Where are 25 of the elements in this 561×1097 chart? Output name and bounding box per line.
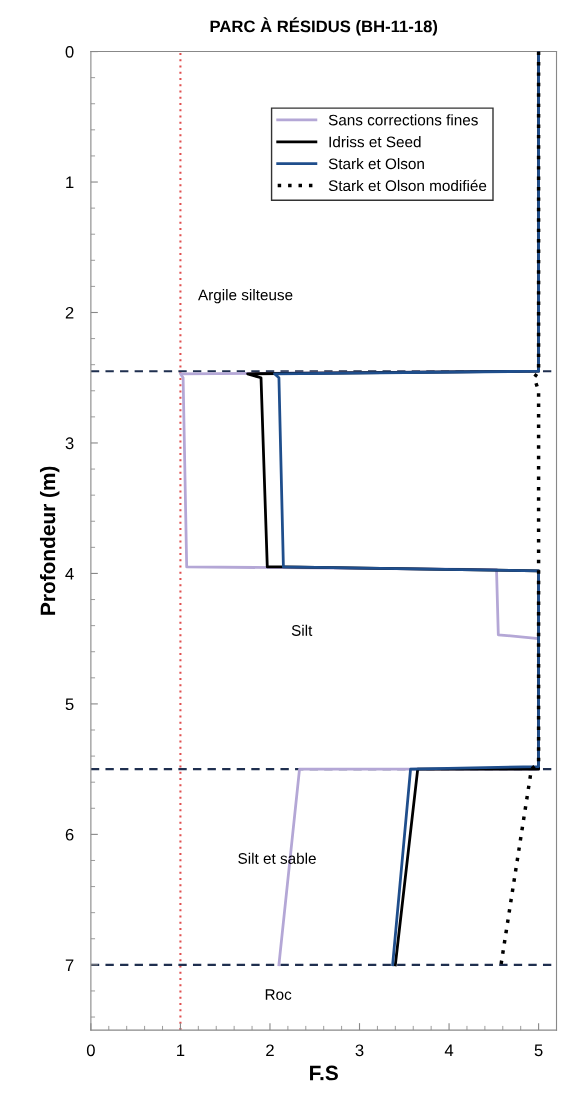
- x-tick-label: 0: [86, 1044, 95, 1057]
- y-tick-label: 1: [66, 176, 74, 189]
- y-tick-label: 3: [65, 437, 74, 450]
- y-tick-label: 7: [65, 959, 74, 971]
- x-tick-label: 5: [534, 1044, 543, 1057]
- x-tick-label: 2: [266, 1044, 274, 1057]
- legend-label: Sans corrections fines: [328, 114, 478, 126]
- x-axis-title: F.S: [310, 1065, 338, 1081]
- y-tick-label: 5: [65, 698, 74, 711]
- x-tick-label: 3: [355, 1044, 364, 1057]
- legend-label: Stark et Olson modifiée: [328, 179, 487, 192]
- x-tick-label: 1: [177, 1044, 185, 1057]
- x-tick-label: 4: [444, 1044, 454, 1057]
- y-axis-title: Profondeur (m): [39, 466, 60, 615]
- annotation: Roc: [265, 989, 292, 1000]
- legend-label: Idriss et Seed: [329, 136, 421, 148]
- legend-label: Stark et Olson: [328, 158, 424, 170]
- y-tick-label: 0: [65, 45, 74, 58]
- y-tick-label: 4: [65, 568, 74, 580]
- chart-title: PARC À RÉSIDUS (BH-11-18): [210, 17, 438, 36]
- y-tick-label: 2: [65, 306, 74, 319]
- y-tick-label: 6: [65, 828, 74, 841]
- annotation: Silt et sable: [238, 852, 316, 864]
- annotation: Silt: [291, 624, 313, 636]
- annotation: Argile silteuse: [198, 289, 293, 304]
